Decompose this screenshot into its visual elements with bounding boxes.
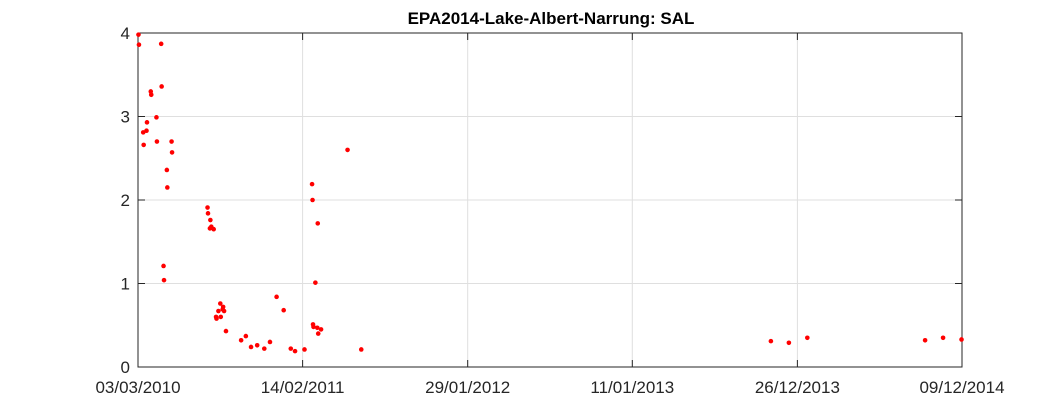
data-point: [205, 211, 211, 216]
data-point: [164, 167, 170, 173]
data-point: [358, 347, 364, 352]
data-point: [136, 32, 141, 37]
data-point: [267, 339, 273, 345]
data-point: [220, 304, 226, 310]
data-point: [315, 221, 321, 226]
data-point: [169, 139, 174, 144]
data-point: [214, 316, 219, 321]
data-point: [148, 92, 154, 98]
data-point: [313, 280, 318, 285]
axis-tick-labels: 03/03/2010 14/02/2011 29/01/2012 11/01/2013…: [95, 24, 1004, 397]
data-point: [345, 147, 350, 153]
data-point: [216, 308, 221, 314]
data-point: [248, 344, 254, 350]
data-point: [221, 308, 227, 314]
x-tick-label: 14/02/2011: [261, 378, 345, 397]
data-point: [159, 84, 164, 89]
data-point: [154, 115, 159, 120]
data-point: [274, 294, 279, 300]
y-tick-label: 0: [121, 358, 130, 377]
y-tick-label: 3: [121, 108, 130, 127]
data-point: [208, 217, 213, 223]
data-point: [238, 337, 244, 343]
y-tick-label: 1: [121, 275, 130, 294]
data-point: [169, 150, 175, 155]
data-point: [959, 337, 964, 342]
data-point: [310, 197, 315, 203]
data-point: [243, 333, 249, 339]
data-point: [315, 331, 321, 336]
data-point: [254, 342, 260, 348]
data-point: [318, 327, 324, 332]
x-tick-label: 03/03/2010: [95, 378, 180, 397]
data-point: [288, 346, 294, 351]
data-point: [205, 205, 210, 210]
x-tick-label: 11/01/2013: [590, 378, 674, 397]
data-point: [218, 301, 223, 306]
data-point: [940, 335, 946, 341]
data-point: [261, 346, 267, 351]
x-tick-label: 09/12/2014: [919, 378, 1004, 397]
data-point: [211, 226, 216, 232]
y-tick-label: 4: [121, 24, 130, 43]
y-tick-label: 2: [121, 191, 130, 210]
x-tick-label: 29/01/2012: [425, 378, 510, 397]
data-point: [281, 307, 286, 313]
data-point: [165, 185, 170, 190]
data-point: [311, 324, 316, 330]
data-point: [144, 128, 149, 133]
data-point: [922, 337, 928, 343]
data-point: [161, 277, 167, 283]
data-point: [161, 263, 166, 269]
data-point: [309, 181, 315, 187]
data-points: [136, 32, 964, 354]
data-point: [768, 338, 774, 344]
data-point: [144, 120, 150, 125]
data-point: [223, 328, 229, 334]
chart-title: EPA2014-Lake-Albert-Narrung: SAL: [408, 9, 695, 28]
x-tick-label: 26/12/2013: [755, 378, 840, 397]
grid-lines: [137, 32, 963, 368]
data-point: [218, 314, 224, 320]
data-point: [154, 139, 160, 144]
data-point: [786, 340, 792, 346]
data-point: [292, 348, 298, 354]
data-point: [314, 325, 320, 331]
data-point: [158, 41, 164, 47]
data-point: [805, 335, 810, 341]
data-point: [136, 42, 142, 47]
data-point: [302, 347, 307, 352]
data-point: [141, 142, 146, 148]
